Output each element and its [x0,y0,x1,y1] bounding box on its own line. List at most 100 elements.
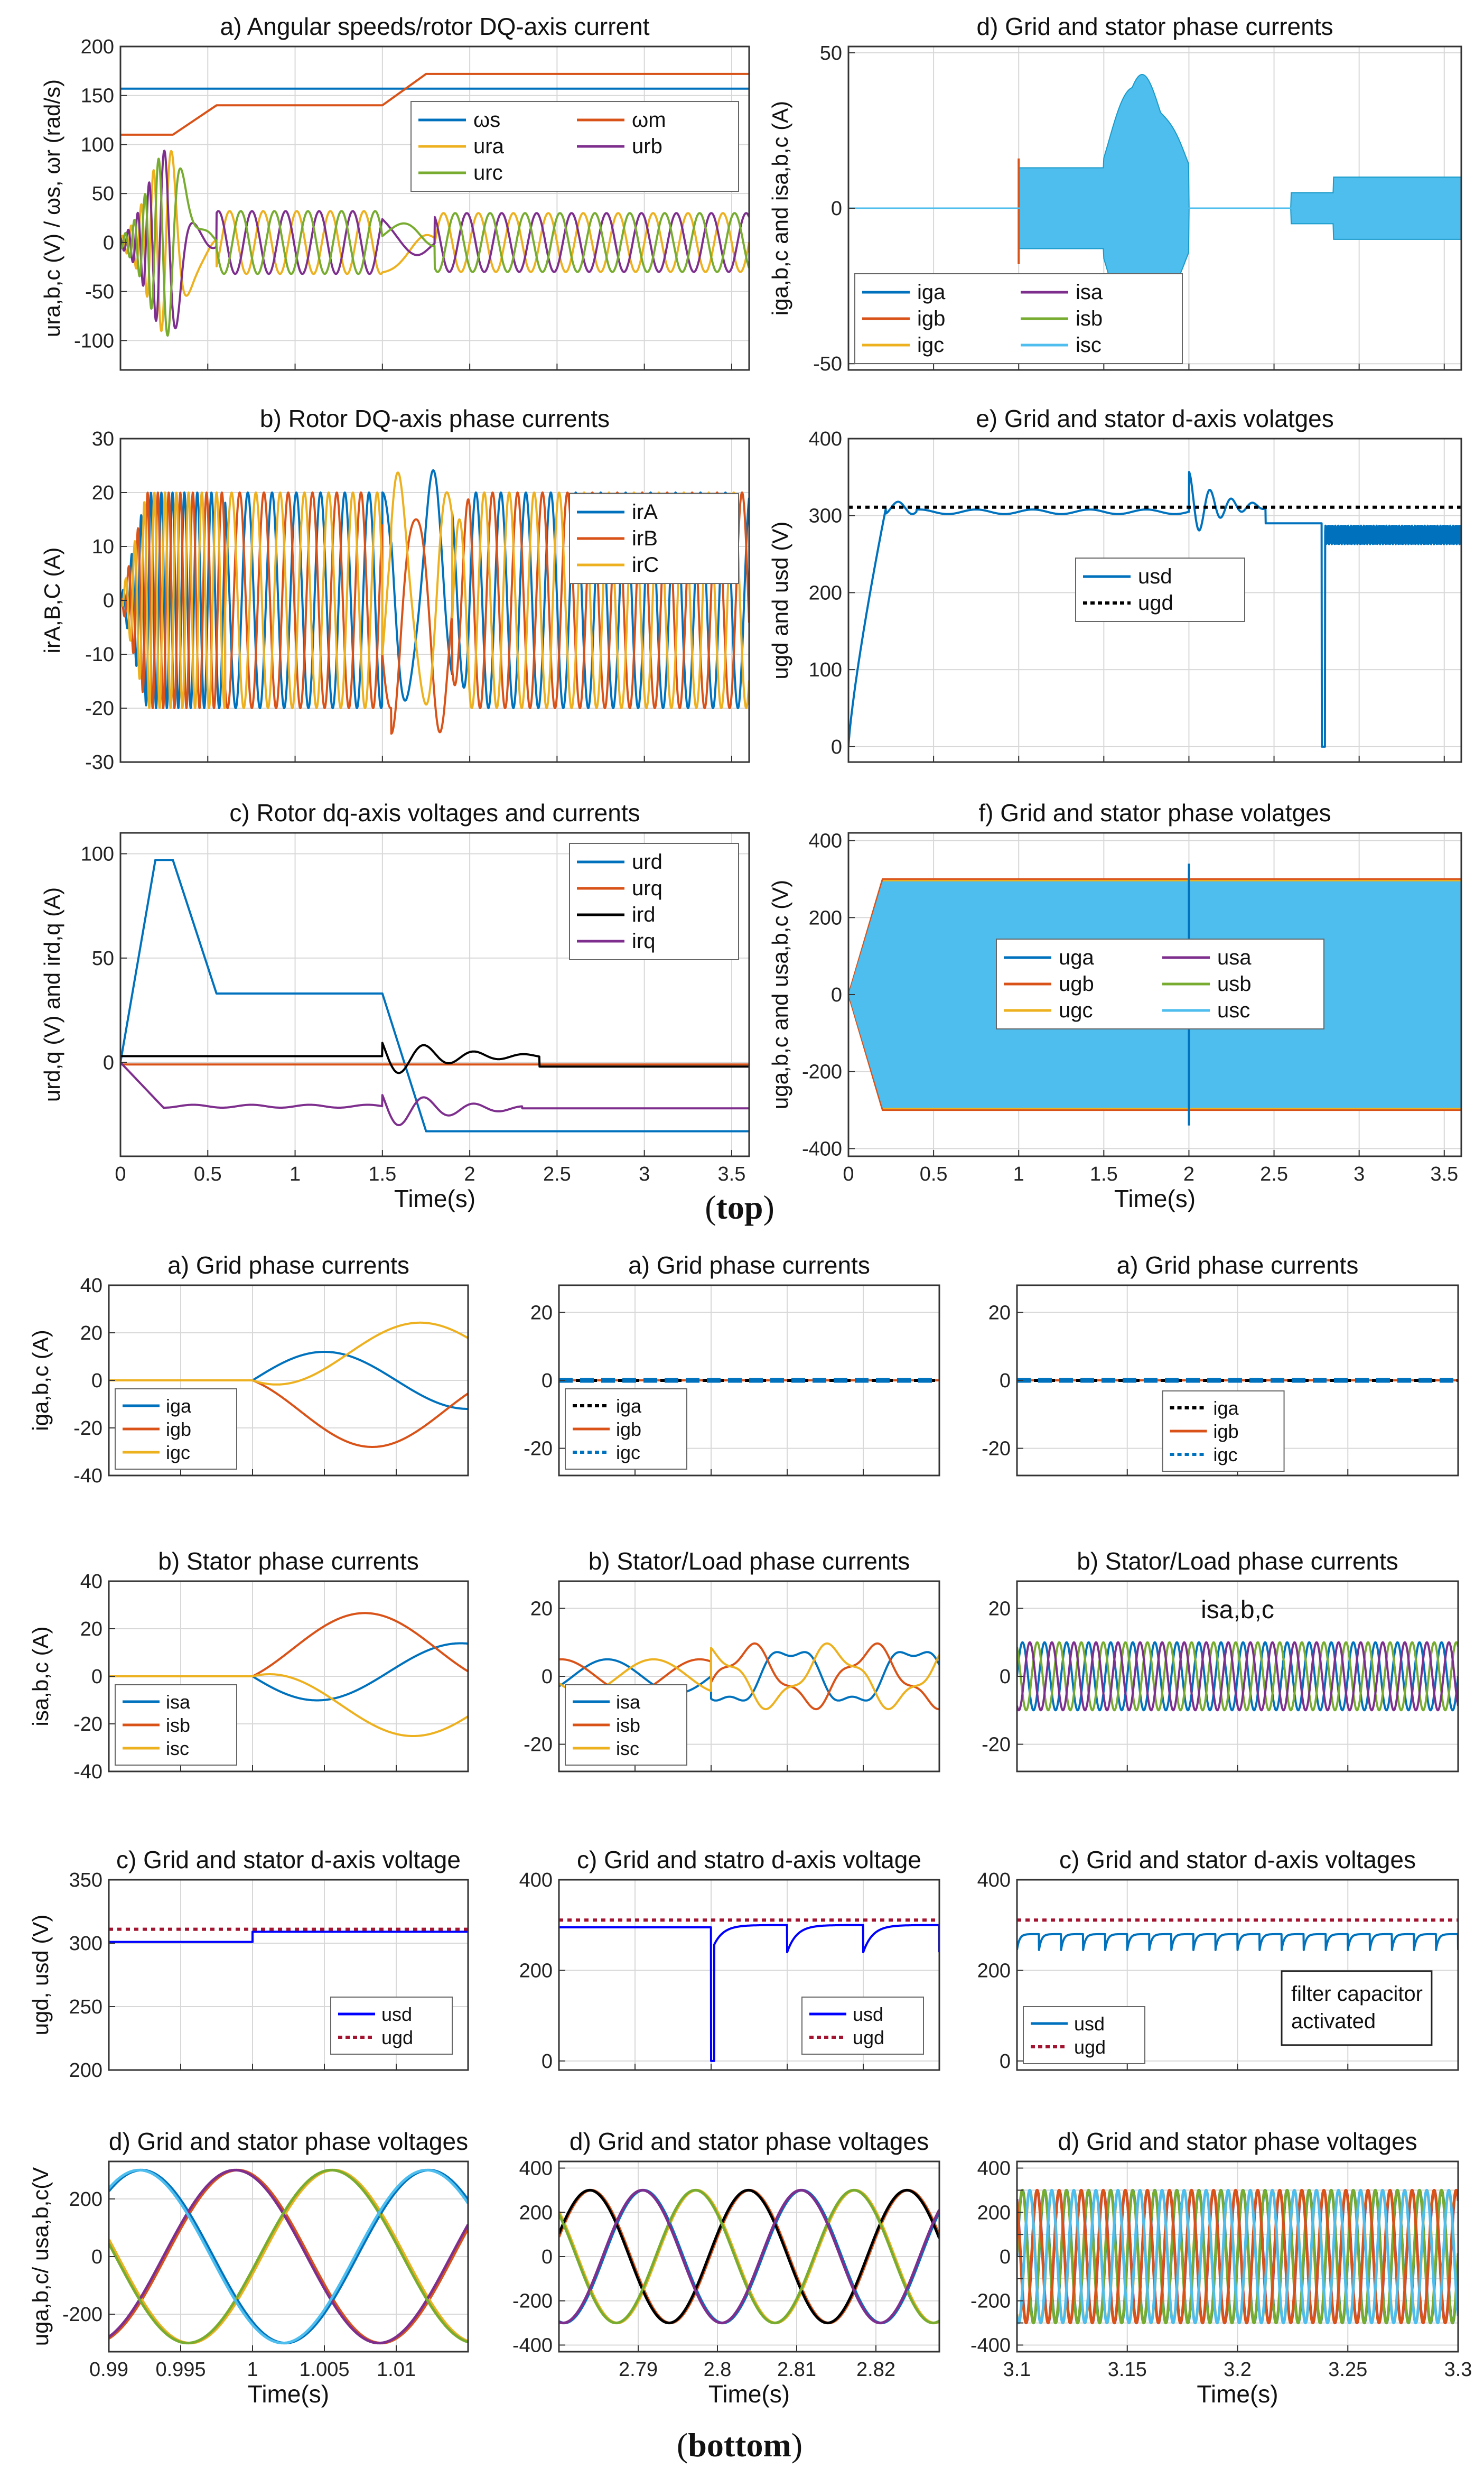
annotation-text: activated [1291,2010,1376,2033]
series-igc [109,1321,468,1386]
legend: urd urq ird irq [569,843,739,960]
x-tick-label: 1.005 [299,2359,349,2381]
legend-box [330,1997,453,2055]
chart-title: e) Grid and stator d-axis volatges [976,405,1334,432]
legend-label-urq: urq [632,877,662,900]
x-tick-label: 1 [1013,1163,1024,1185]
chart-td: -50 0 50 d) Grid and stator phase currents i… [768,13,1462,375]
y-tick-label: 50 [92,183,114,205]
series-usd [109,1931,468,1943]
y-tick-label: 0 [831,984,842,1006]
series-usb [109,2168,468,2345]
series-irC [120,471,749,709]
y-tick-label: 0 [103,232,114,254]
legend-label-isb: isb [616,1714,640,1736]
legend-label-usb: usb [1217,972,1252,996]
chart-title: c) Rotor dq-axis voltages and currents [229,799,640,827]
x-tick-label: 3.5 [1430,1163,1458,1185]
y-tick-label: 0 [91,1666,102,1688]
legend-label-ugc: ugc [1059,999,1093,1022]
chart-title: b) Stator/Load phase currents [1077,1547,1398,1575]
x-axis-label: Time(s) [1114,1185,1196,1212]
series-usd [559,1924,939,2062]
caption-top: (top) [705,1189,774,1226]
y-axis-label: iga,b,c (A) [28,1330,53,1431]
y-tick-label: 0 [542,1666,553,1688]
y-axis-label: uga,b,c/ usa,b,c(V [28,2167,53,2346]
y-tick-label: 0 [1000,2246,1011,2268]
legend: iga isa igb isb igc isc [854,273,1183,364]
x-tick-label: 2 [464,1163,475,1185]
chart-title: a) Grid phase currents [167,1251,409,1279]
y-tick-label: 0 [103,590,114,612]
y-tick-label: 150 [81,85,114,107]
y-tick-label: -20 [982,1734,1011,1756]
y-tick-label: -200 [512,2290,553,2313]
y-tick-label: 100 [81,843,114,865]
x-tick-label: 2.8 [704,2359,732,2381]
series-group [559,2188,939,2325]
y-tick-label: 400 [809,428,842,450]
series-group [559,1918,939,2062]
x-tick-label: 3.3 [1444,2359,1472,2381]
y-tick-label: 0 [1000,1666,1011,1688]
series-usa [109,2168,468,2345]
legend-label-isc: isc [1076,333,1102,357]
x-axis-label: Time(s) [1197,2380,1278,2408]
legend-label-igc: igc [917,333,944,357]
y-tick-label: -400 [970,2334,1011,2356]
x-tick-label: 2.5 [1260,1163,1288,1185]
y-tick-label: 20 [92,482,114,504]
series-isb [1017,1641,1458,1712]
legend-label-igb: igb [616,1418,641,1440]
x-tick-label: 2 [1183,1163,1194,1185]
x-tick-label: 0.99 [89,2359,128,2381]
y-axis-label: irA,B,C (A) [40,547,64,654]
y-tick-label: 200 [81,36,114,58]
plot-frame [558,1879,940,2071]
series-isc [109,1673,468,1737]
x-tick-label: 0 [843,1163,854,1185]
chart-b1b: -40 -20 0 20 40 b) Stator phase currents isa,b… [28,1547,469,1783]
y-axis-label: iga,b,c and isa,b,c (A) [768,101,792,315]
x-tick-label: 0.5 [194,1163,222,1185]
y-tick-label: 400 [519,1869,553,1891]
x-tick-label: 1.01 [377,2359,416,2381]
series-urc [120,157,749,337]
x-tick-label: 2.82 [856,2359,895,2381]
y-tick-label: 200 [519,1960,553,1982]
chart-title: c) Grid and stator d-axis voltage [116,1846,461,1873]
series-usa [1017,2188,1458,2325]
y-tick-label: 400 [977,1869,1011,1891]
legend-label-isa: isa [166,1691,191,1713]
legend-label-ωm: ωm [632,108,666,132]
y-tick-label: 400 [977,2158,1011,2180]
series-usc [1017,2188,1458,2325]
legend-label-igc: igc [166,1442,190,1463]
series-group [109,1927,468,1943]
chart-tc: 0 0.5 1 1.5 2 2.5 3 3.5 0 50 100 c) Rotor dq-axis v… [40,799,750,1212]
plot-frame [119,832,750,1157]
legend-box [1023,2006,1145,2064]
x-tick-label: 2.5 [543,1163,571,1185]
series-group [1017,1918,1458,1951]
chart-title: d) Grid and stator phase voltages [570,2128,929,2155]
legend-label-ugd: ugd [1138,591,1173,615]
y-tick-label: 0 [831,736,842,758]
legend-label-igc: igc [1214,1444,1238,1465]
chart-title: d) Grid and stator phase currents [977,13,1333,40]
y-tick-label: 300 [809,505,842,527]
x-tick-label: 3 [1354,1163,1365,1185]
series-isa [1017,1641,1458,1712]
y-tick-label: 20 [530,1598,553,1620]
y-tick-label: -50 [813,353,842,375]
y-tick-label: 0 [542,1370,553,1392]
series-usb [1017,2188,1458,2325]
x-tick-label: 0 [115,1163,126,1185]
